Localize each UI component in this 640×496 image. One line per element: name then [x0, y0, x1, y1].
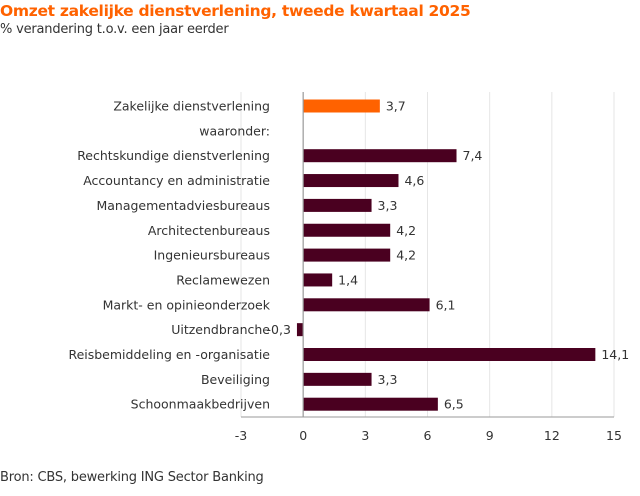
bar: [303, 174, 399, 188]
x-tick-label: 6: [424, 428, 432, 443]
bar: [303, 149, 457, 163]
chart-subtitle: % verandering t.o.v. een jaar eerder: [0, 22, 229, 37]
x-tick-label: 15: [606, 428, 622, 443]
x-tick-label: -3: [235, 428, 247, 443]
bar: [303, 348, 596, 361]
category-label: Managementadviesbureaus: [96, 198, 270, 213]
x-tick-label: 12: [544, 428, 560, 443]
bar: [303, 223, 391, 237]
chart-title: Omzet zakelijke dienstverlening, tweede …: [0, 2, 471, 20]
data-label: 4,2: [396, 223, 416, 238]
category-label: Accountancy en administratie: [83, 173, 270, 188]
x-tick-label: 3: [361, 428, 369, 443]
bar: [303, 248, 391, 262]
bar: [303, 298, 430, 312]
category-label: Reclamewezen: [176, 272, 270, 287]
category-label: Beveiliging: [201, 372, 270, 387]
bar: [303, 198, 372, 212]
bar: [303, 99, 380, 113]
bar: [296, 323, 304, 337]
category-label: Uitzendbranche: [171, 322, 270, 337]
category-label: Rechtskundige dienstverlening: [77, 148, 270, 163]
bar: [303, 372, 372, 386]
category-label: Zakelijke dienstverlening: [113, 99, 270, 114]
source-note: Bron: CBS, bewerking ING Sector Banking: [0, 470, 264, 485]
data-label: 7,4: [463, 148, 483, 163]
x-tick-label: 9: [486, 428, 494, 443]
data-label: 6,5: [444, 397, 464, 412]
data-label: -0,3: [267, 322, 291, 337]
category-label: waaronder:: [199, 123, 270, 138]
data-label: 3,3: [378, 198, 398, 213]
category-label: Architectenbureaus: [148, 223, 270, 238]
data-label: 4,2: [396, 248, 416, 263]
category-label: Ingenieursbureaus: [154, 248, 270, 263]
category-label: Schoonmaakbedrijven: [131, 397, 270, 412]
data-label: 6,1: [436, 297, 456, 312]
data-label: 3,7: [386, 99, 406, 114]
x-tick-label: 0: [299, 428, 307, 443]
data-label: 3,3: [378, 372, 398, 387]
data-label: 1,4: [338, 272, 358, 287]
category-label: Markt- en opinieonderzoek: [103, 297, 271, 312]
bar: [303, 273, 333, 287]
bar: [303, 397, 438, 411]
category-label: Reisbemiddeling en -organisatie: [68, 347, 270, 362]
data-label: 4,6: [404, 173, 424, 188]
data-label: 14,1: [601, 347, 629, 362]
